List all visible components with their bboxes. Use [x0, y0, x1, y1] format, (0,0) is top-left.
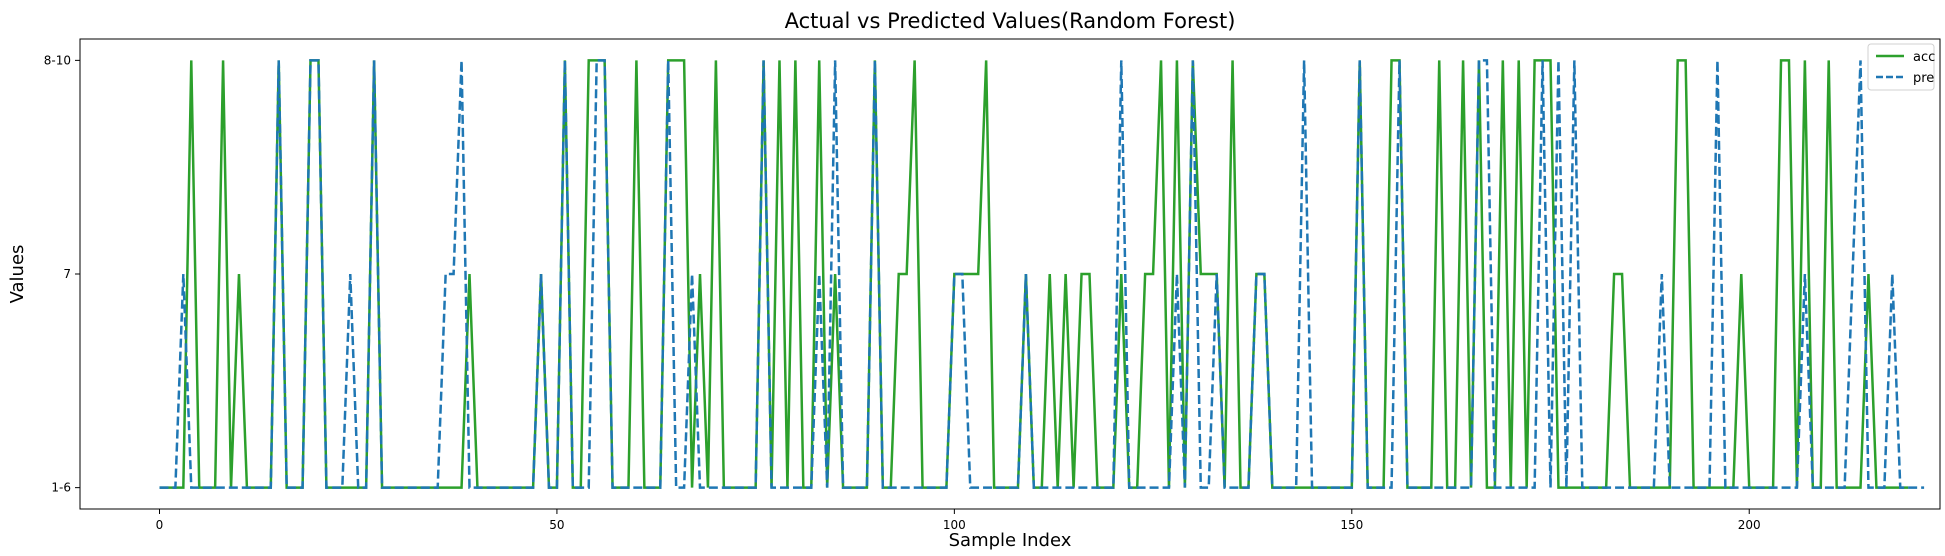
chart-title: Actual vs Predicted Values(Random Forest… — [785, 9, 1236, 33]
legend-label-acc: acc — [1913, 50, 1935, 65]
series-line-pre — [159, 59, 1925, 489]
legend: acc pre — [1867, 43, 1935, 91]
x-tick-label: 50 — [549, 518, 564, 532]
x-axis-ticks: 0 50 100 150 200 — [156, 509, 1761, 532]
x-tick-label: 0 — [156, 518, 164, 532]
y-tick-label: 7 — [63, 267, 71, 281]
x-tick-label: 200 — [1738, 518, 1761, 532]
plot-lines — [159, 59, 1925, 489]
x-tick-label: 100 — [943, 518, 966, 532]
y-axis-label: Values — [7, 245, 28, 304]
plot-area-frame — [79, 38, 1941, 510]
y-axis-ticks: 1-6 7 8-10 — [44, 53, 80, 495]
x-tick-label: 150 — [1340, 518, 1363, 532]
x-axis-label: Sample Index — [949, 530, 1072, 551]
y-tick-label: 8-10 — [44, 53, 71, 67]
legend-label-pre: pre — [1913, 71, 1934, 86]
y-tick-label: 1-6 — [51, 481, 71, 495]
